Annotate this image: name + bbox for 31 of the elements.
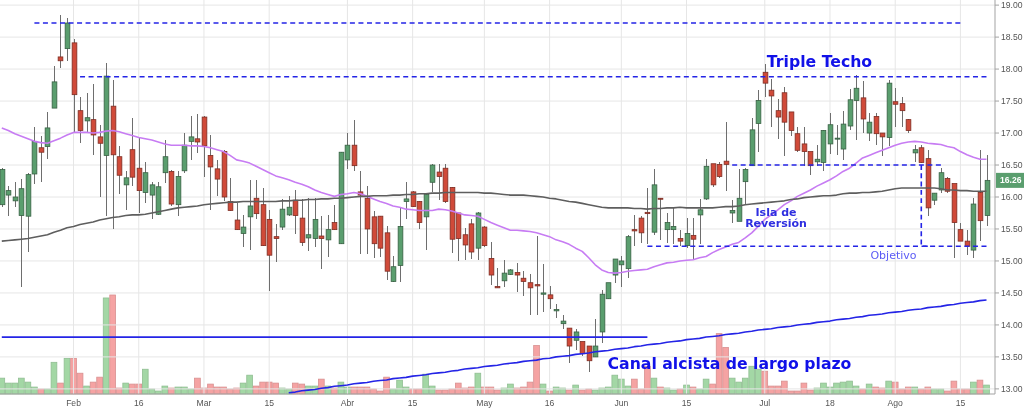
x-tick-label: Abr <box>340 397 355 408</box>
x-tick-label: May <box>476 397 494 408</box>
y-tick-label: 19.00 <box>1001 0 1023 11</box>
y-tick-label: 18.00 <box>1001 64 1023 75</box>
y-tick-label: 13.50 <box>1001 351 1023 362</box>
y-tick-label: 17.50 <box>1001 96 1023 107</box>
x-tick-label: 15 <box>407 397 418 408</box>
annotation: 16.26 <box>1000 175 1022 186</box>
y-tick-label: 15.50 <box>1001 223 1023 234</box>
annotation: Objetivo <box>870 248 917 262</box>
x-tick-label: 15 <box>264 397 275 408</box>
annotation: Triple Techo <box>766 51 873 71</box>
y-tick-label: 18.50 <box>1001 32 1023 43</box>
y-tick-label: 16.50 <box>1001 160 1023 171</box>
y-tick-label: 15.00 <box>1001 255 1023 266</box>
x-tick-label: 16 <box>133 397 144 408</box>
x-tick-label: 15 <box>681 397 692 408</box>
x-tick-label: Feb <box>66 397 82 408</box>
x-tick-label: 15 <box>955 397 966 408</box>
y-tick-label: 16.00 <box>1001 192 1023 202</box>
y-tick-label: 13.00 <box>1001 383 1023 394</box>
x-tick-label: Mar <box>196 397 212 408</box>
x-tick-label: Jul <box>759 397 771 408</box>
y-tick-label: 17.00 <box>1001 128 1023 139</box>
y-tick-label: 14.50 <box>1001 287 1023 298</box>
x-tick-label: Jun <box>614 397 629 408</box>
y-tick-label: 14.00 <box>1001 319 1023 330</box>
x-tick-label: Ago <box>887 397 904 408</box>
x-tick-label: 16 <box>544 397 555 408</box>
x-tick-label: 18 <box>825 397 835 408</box>
annotation: Canal alcista de largo plazo <box>607 353 852 373</box>
